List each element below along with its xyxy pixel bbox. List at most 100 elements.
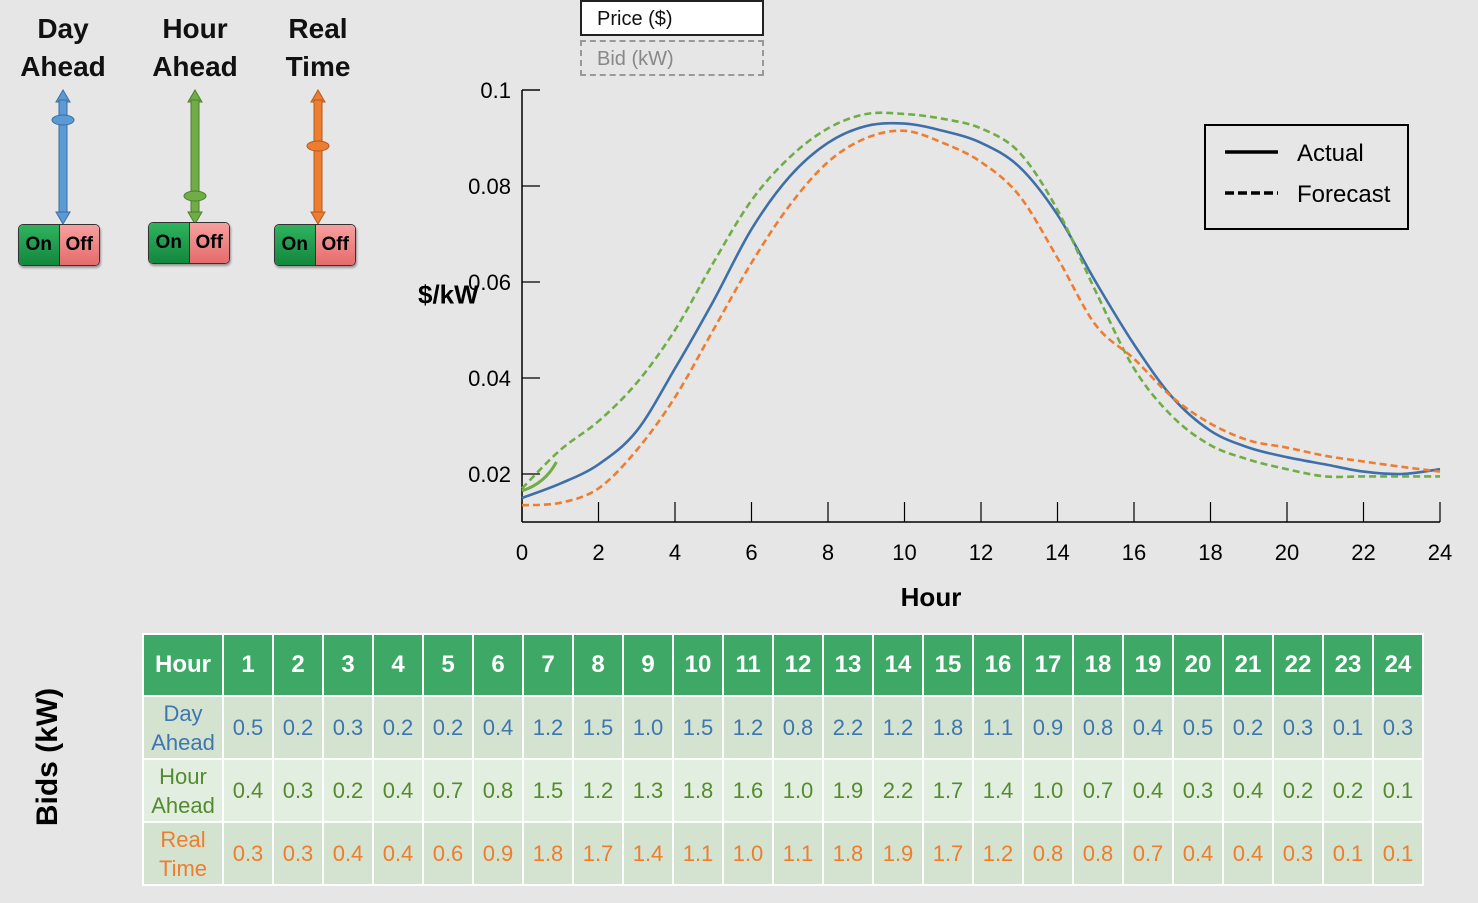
bid-cell: 1.2 xyxy=(972,821,1024,886)
x-tick-label: 8 xyxy=(822,540,834,565)
x-tick-label: 0 xyxy=(516,540,528,565)
tab-price[interactable]: Price ($) xyxy=(580,0,764,36)
bid-cell: 0.4 xyxy=(1222,821,1274,886)
hour-header-cell: 24 xyxy=(1372,633,1424,697)
on-button[interactable]: On xyxy=(149,223,190,263)
hour-header-cell: 13 xyxy=(822,633,874,697)
bid-cell: 1.6 xyxy=(722,758,774,823)
hour-header-cell: 12 xyxy=(772,633,824,697)
hour-header-cell: 1 xyxy=(222,633,274,697)
price-chart: 0 2 4 6 8 10 12 14 16 18 20 22 240.020.040.060.080.1… xyxy=(418,80,1452,612)
bid-cell: 1.2 xyxy=(722,695,774,760)
bid-cell: 0.4 xyxy=(472,695,524,760)
bid-cell: 1.1 xyxy=(972,695,1024,760)
bid-cell: 1.5 xyxy=(522,758,574,823)
bid-cell: 0.5 xyxy=(1172,695,1224,760)
bid-cell: 0.2 xyxy=(322,758,374,823)
y-tick-label: 0.04 xyxy=(468,366,511,391)
slider-hour-ahead[interactable] xyxy=(180,86,210,226)
off-button[interactable]: Off xyxy=(189,223,229,263)
hour-header-cell: 16 xyxy=(972,633,1024,697)
bid-cell: 0.8 xyxy=(472,758,524,823)
bid-cell: 1.9 xyxy=(822,758,874,823)
hour-header-cell: 19 xyxy=(1122,633,1174,697)
bid-cell: 0.9 xyxy=(1022,695,1074,760)
hour-header-cell: 9 xyxy=(622,633,674,697)
bid-cell: 1.2 xyxy=(872,695,924,760)
bid-cell: 0.1 xyxy=(1372,758,1424,823)
off-button[interactable]: Off xyxy=(59,225,99,265)
slider-day-ahead[interactable] xyxy=(48,86,78,226)
hour-header-cell: 18 xyxy=(1072,633,1124,697)
x-tick-label: 20 xyxy=(1275,540,1299,565)
bid-cell: 1.5 xyxy=(672,695,724,760)
bid-cell: 0.3 xyxy=(272,758,324,823)
bid-cell: 1.8 xyxy=(822,821,874,886)
hour-header-cell: 23 xyxy=(1322,633,1374,697)
hour-header-cell: 20 xyxy=(1172,633,1224,697)
bid-cell: 1.0 xyxy=(772,758,824,823)
table-row: Day Ahead 0.5 0.2 0.3 0.2 0.2 0.4 1.2 1.5 1.0 1.5 1.… xyxy=(142,695,1424,760)
bid-cell: 0.2 xyxy=(1222,695,1274,760)
bid-cell: 0.1 xyxy=(1322,821,1374,886)
hour-header-cell: 4 xyxy=(372,633,424,697)
bid-cell: 1.4 xyxy=(622,821,674,886)
legend-label: Forecast xyxy=(1297,181,1391,208)
on-button[interactable]: On xyxy=(19,225,60,265)
bid-cell: 1.8 xyxy=(522,821,574,886)
bid-cell: 0.4 xyxy=(1122,695,1174,760)
row-label: Real Time xyxy=(142,821,224,886)
bid-cell: 1.0 xyxy=(722,821,774,886)
bid-cell: 1.7 xyxy=(572,821,624,886)
bid-cell: 0.8 xyxy=(1072,821,1124,886)
table-row: Real Time 0.3 0.3 0.4 0.4 0.6 0.9 1.8 1.7 1.4 1.1 1.… xyxy=(142,821,1424,886)
hour-header-cell: 14 xyxy=(872,633,924,697)
slider-real-time[interactable] xyxy=(303,86,333,226)
bids-table: Hour 1 2 3 4 5 6 7 8 9 10 11 12 13 14 15 16 17 18 19 20 21 22… xyxy=(142,633,1424,886)
row-label: Hour Ahead xyxy=(142,758,224,823)
hour-header-cell: 10 xyxy=(672,633,724,697)
bid-cell: 0.4 xyxy=(222,758,274,823)
bid-cell: 0.8 xyxy=(772,695,824,760)
bid-cell: 1.5 xyxy=(572,695,624,760)
slider-handle[interactable] xyxy=(306,140,330,152)
bid-cell: 0.3 xyxy=(1272,695,1324,760)
bid-cell: 0.1 xyxy=(1372,821,1424,886)
bid-cell: 0.7 xyxy=(422,758,474,823)
bid-cell: 0.4 xyxy=(1122,758,1174,823)
bid-cell: 0.4 xyxy=(1222,758,1274,823)
bid-cell: 0.3 xyxy=(272,821,324,886)
control-hour-ahead: Hour Ahead xyxy=(140,10,250,226)
x-axis-title: Hour xyxy=(901,582,962,612)
hour-header-cell: 7 xyxy=(522,633,574,697)
hour-header-cell: 5 xyxy=(422,633,474,697)
bid-cell: 0.4 xyxy=(1172,821,1224,886)
bid-cell: 2.2 xyxy=(872,758,924,823)
off-button[interactable]: Off xyxy=(315,225,355,265)
y-tick-label: 0.02 xyxy=(468,462,511,487)
hour-header-cell: 8 xyxy=(572,633,624,697)
legend-box xyxy=(1204,124,1409,230)
bid-cell: 1.4 xyxy=(972,758,1024,823)
bid-cell: 0.2 xyxy=(272,695,324,760)
table-row: Hour Ahead 0.4 0.3 0.2 0.4 0.7 0.8 1.5 1.2 1.3 1.8 1… xyxy=(142,758,1424,823)
toggle-day-ahead[interactable]: On Off xyxy=(18,224,100,266)
toggle-hour-ahead[interactable]: On Off xyxy=(148,222,230,264)
tab-bid[interactable]: Bid (kW) xyxy=(580,40,764,76)
bid-cell: 1.2 xyxy=(572,758,624,823)
toggle-real-time[interactable]: On Off xyxy=(274,224,356,266)
control-day-ahead: Day Ahead xyxy=(8,10,118,226)
bid-cell: 0.1 xyxy=(1322,695,1374,760)
bid-cell: 1.1 xyxy=(672,821,724,886)
x-tick-label: 12 xyxy=(969,540,993,565)
bid-cell: 0.2 xyxy=(1272,758,1324,823)
slider-handle[interactable] xyxy=(51,114,75,126)
slider-handle[interactable] xyxy=(183,190,207,202)
on-button[interactable]: On xyxy=(275,225,316,265)
hour-header-cell: 22 xyxy=(1272,633,1324,697)
x-tick-label: 22 xyxy=(1351,540,1375,565)
control-title: Day Ahead xyxy=(20,13,106,82)
bid-cell: 1.7 xyxy=(922,821,974,886)
bid-cell: 0.3 xyxy=(1172,758,1224,823)
legend-label: Actual xyxy=(1297,140,1364,167)
